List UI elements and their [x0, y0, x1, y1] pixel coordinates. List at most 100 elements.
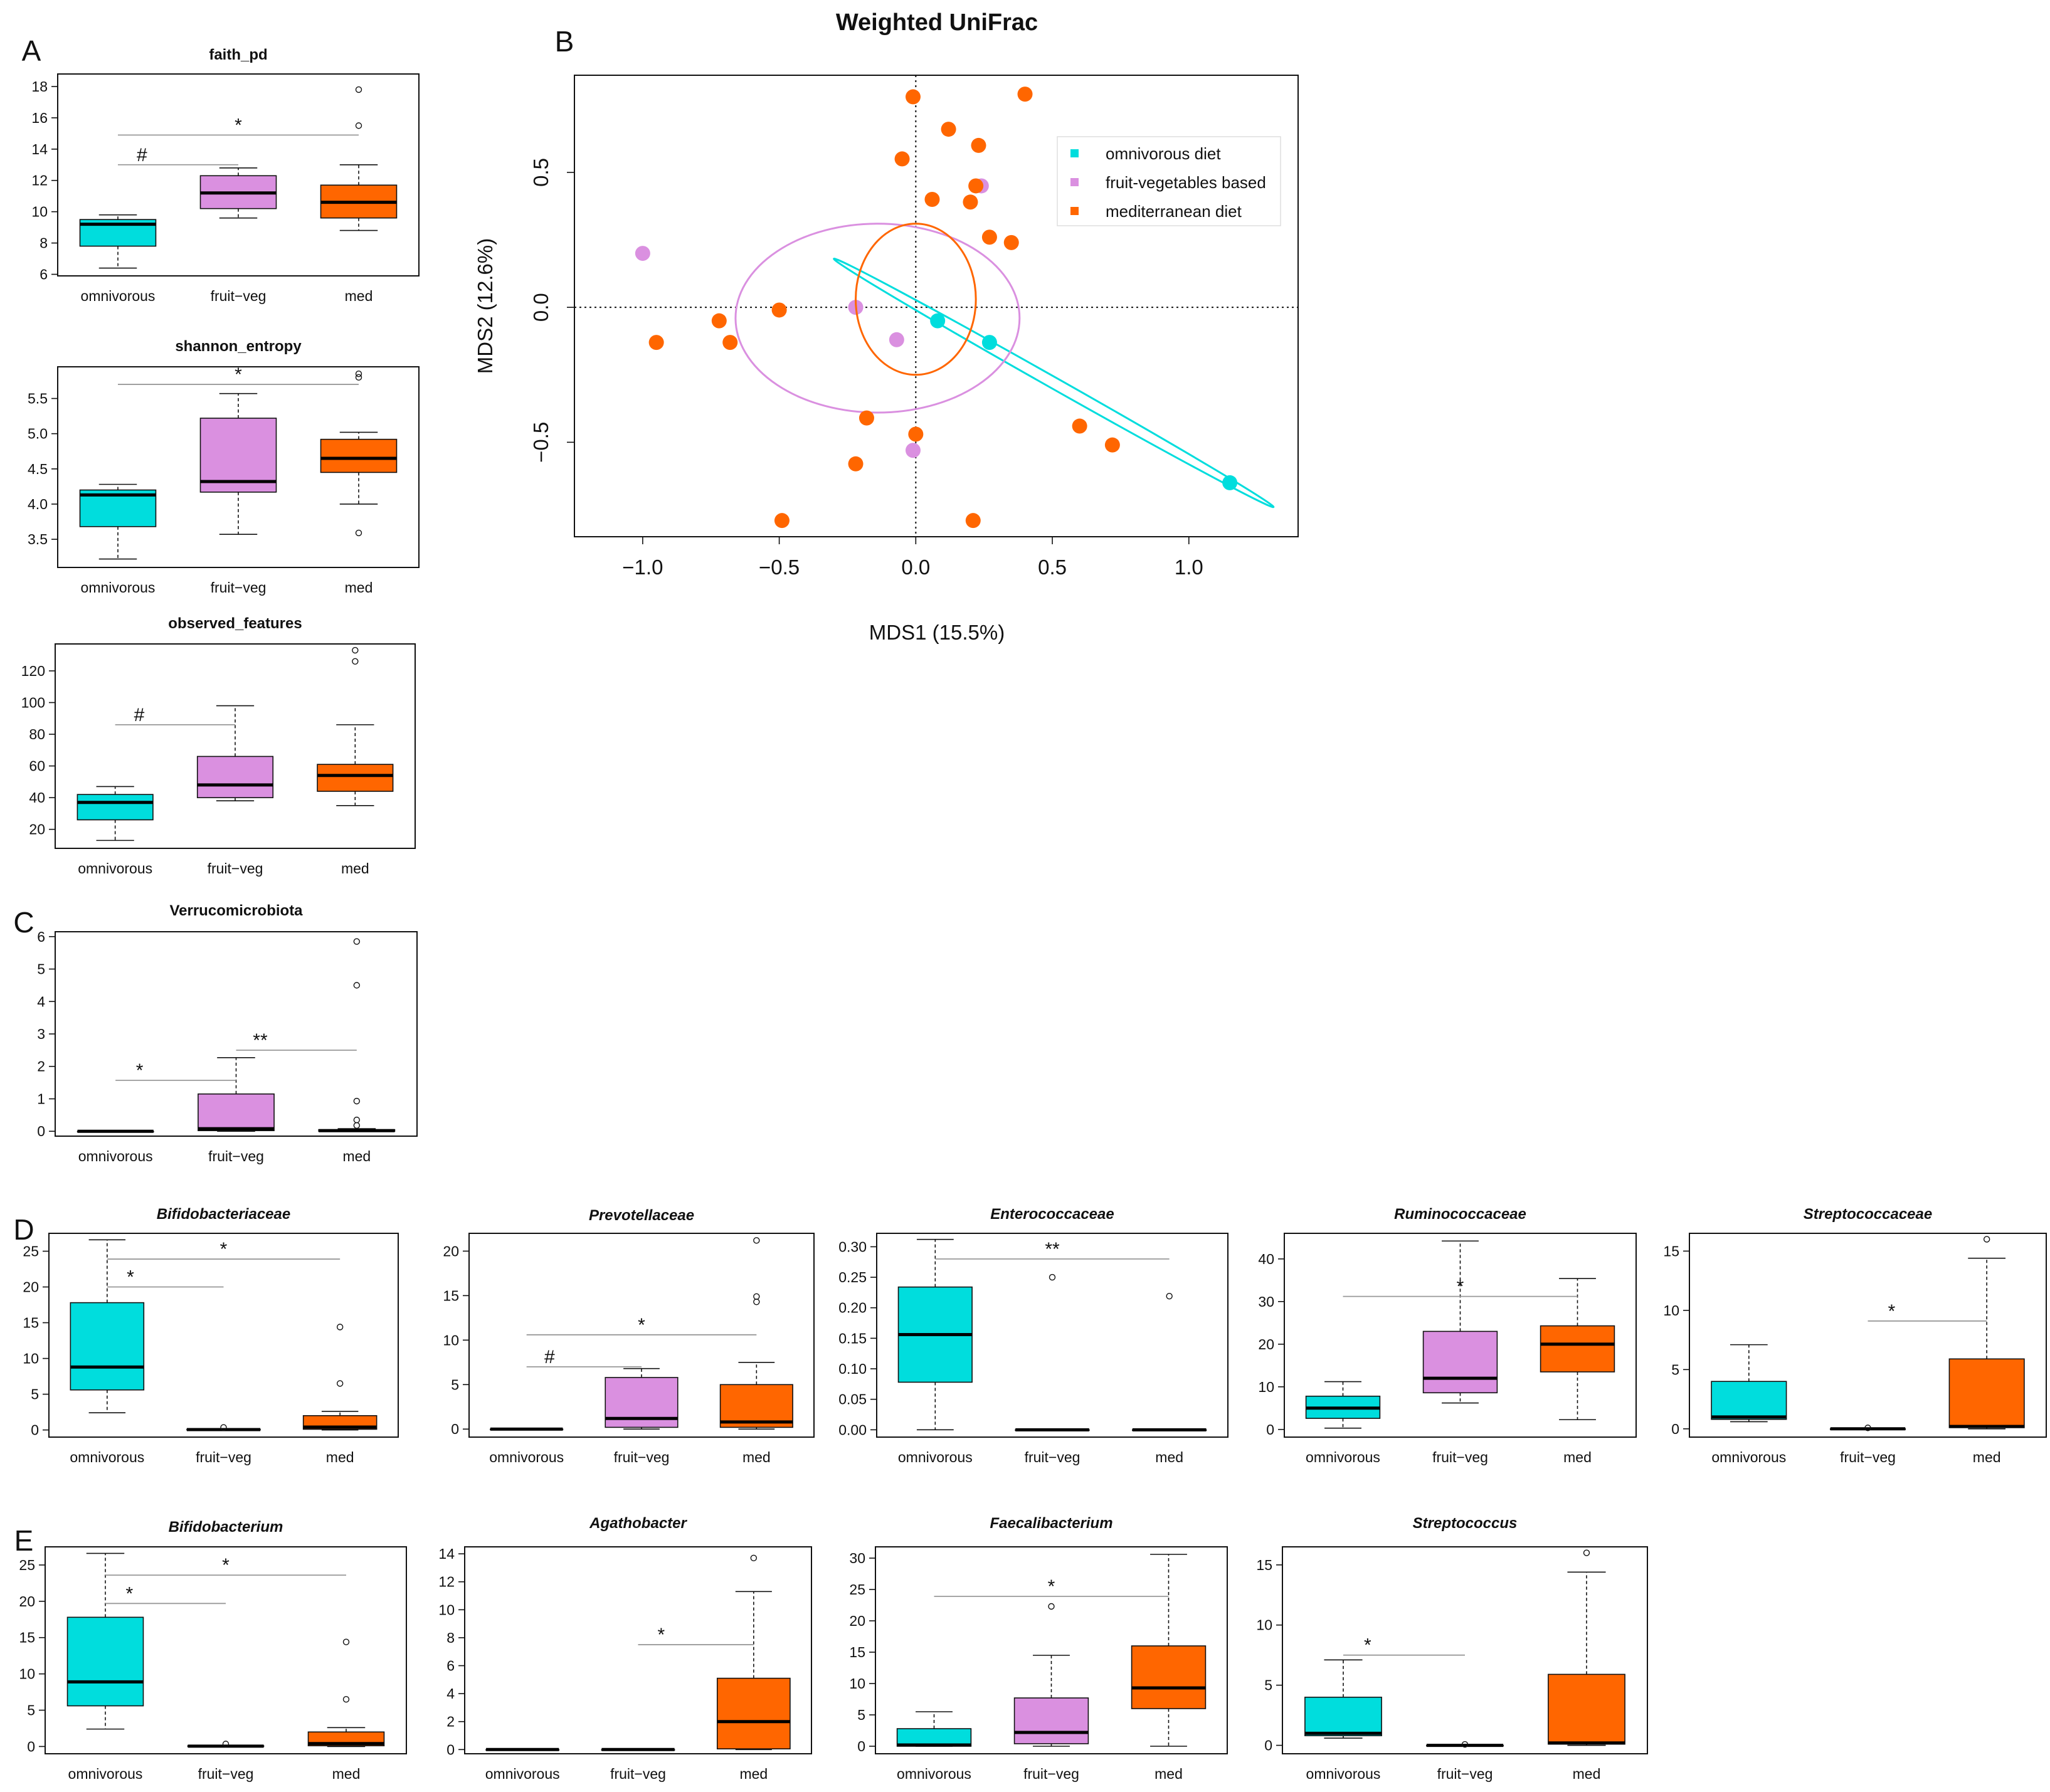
- x-tick-label: 1.0: [1175, 556, 1203, 579]
- outlier-point: [1983, 1236, 1990, 1243]
- outlier-point: [355, 529, 362, 537]
- boxplot-d3: Enterococcaceae 0.00 0.05 0.10 0.15 0.20 0.25 0…: [838, 1206, 1228, 1465]
- x-category-label: med: [326, 1449, 354, 1465]
- outlier-point: [353, 1116, 361, 1124]
- box-med: [1131, 1554, 1207, 1747]
- y-tick-label: 120: [21, 663, 45, 679]
- x-category-label: omnivorous: [68, 1766, 143, 1782]
- significance-marker: *: [222, 1555, 230, 1576]
- y-tick-label: −0.5: [529, 422, 552, 463]
- legend-label: omnivorous diet: [1106, 144, 1221, 163]
- significance-marker: **: [253, 1030, 268, 1051]
- data-point: [981, 335, 997, 350]
- box-iqr: [1948, 1358, 2025, 1428]
- y-tick-label: 4: [37, 993, 45, 1009]
- panel-label: E: [14, 1524, 34, 1557]
- box-iqr: [1540, 1325, 1615, 1373]
- significance-marker: *: [638, 1315, 645, 1336]
- box-omnivorous: [79, 483, 157, 560]
- y-tick-label: 20: [1258, 1336, 1274, 1352]
- outlier-point: [750, 1554, 758, 1562]
- box-omnivorous: [485, 1747, 560, 1751]
- box-omnivorous: [897, 1238, 973, 1431]
- box-iqr: [199, 418, 277, 493]
- x-category-label: omnivorous: [78, 860, 152, 877]
- box-med: [320, 86, 398, 231]
- y-tick-label: 0: [1266, 1421, 1274, 1438]
- data-point: [648, 335, 664, 350]
- y-tick-label: 15: [19, 1630, 35, 1646]
- data-point: [968, 178, 984, 194]
- outlier-point: [336, 1380, 344, 1387]
- y-tick-label: 80: [29, 726, 45, 742]
- outlier-point: [1049, 1273, 1056, 1281]
- y-tick-label: 30: [849, 1550, 865, 1566]
- x-category-label: med: [332, 1766, 361, 1782]
- significance-marker: *: [136, 1060, 144, 1081]
- box-iqr: [1711, 1381, 1787, 1420]
- box-iqr: [77, 794, 154, 821]
- box-med: [716, 1554, 791, 1751]
- outlier-point: [222, 1741, 230, 1747]
- outlier-point: [353, 1122, 361, 1129]
- box-omnivorous: [1304, 1659, 1382, 1739]
- outlier-point: [1166, 1293, 1173, 1300]
- y-tick-label: 10: [1663, 1302, 1679, 1319]
- significance-marker: #: [137, 145, 147, 166]
- outlier-point: [352, 658, 359, 665]
- y-tick-label: 5: [31, 1386, 39, 1403]
- y-tick-label: 30: [1258, 1294, 1274, 1310]
- plot-frame: [468, 1233, 815, 1438]
- chart-title: Weighted UniFrac: [836, 9, 1038, 36]
- y-tick-label: 6: [37, 929, 45, 945]
- significance-marker: *: [235, 364, 242, 385]
- x-category-label: omnivorous: [81, 579, 156, 596]
- box-omnivorous: [1305, 1381, 1381, 1429]
- y-tick-label: 20: [29, 821, 45, 838]
- box-iqr: [1422, 1331, 1498, 1394]
- y-tick-label: 0.5: [529, 158, 552, 187]
- box-fruit_veg: [601, 1747, 675, 1751]
- x-category-label: omnivorous: [1306, 1449, 1380, 1465]
- box-omnivorous: [490, 1427, 564, 1431]
- y-tick-label: 40: [1258, 1251, 1274, 1267]
- plot-frame: [1689, 1233, 2047, 1438]
- y-tick-label: 100: [21, 695, 45, 711]
- confidence-ellipse: [734, 223, 1021, 414]
- y-tick-label: 0.00: [838, 1421, 867, 1438]
- data-point: [930, 313, 946, 329]
- outlier-point: [753, 1293, 760, 1300]
- x-axis-label: MDS1 (15.5%): [869, 621, 1005, 644]
- box-iqr: [66, 1616, 144, 1707]
- legend-label: fruit-vegetables based: [1106, 173, 1266, 192]
- x-category-label: med: [1973, 1449, 2001, 1465]
- y-tick-label: 0.15: [838, 1330, 867, 1346]
- x-category-label: fruit−veg: [1025, 1449, 1080, 1465]
- y-tick-label: 10: [443, 1332, 459, 1348]
- box-med: [1540, 1278, 1615, 1420]
- legend-swatch: [1070, 149, 1079, 157]
- x-tick-label: −1.0: [622, 556, 663, 579]
- outlier-point: [355, 374, 362, 381]
- significance-marker: *: [1364, 1635, 1371, 1656]
- plot-frame: [876, 1233, 1228, 1438]
- boxplot-d5: Streptococcaceae 0 5 10 15 omnivorous fruit−ve…: [1663, 1206, 2047, 1465]
- y-tick-label: 15: [849, 1644, 865, 1660]
- x-category-label: fruit−veg: [1437, 1766, 1493, 1782]
- x-category-label: omnivorous: [485, 1766, 560, 1782]
- plot-frame: [1282, 1546, 1648, 1754]
- significance-marker: *: [127, 1267, 134, 1288]
- y-tick-label: 25: [19, 1557, 35, 1573]
- box-med: [719, 1237, 793, 1430]
- box-omnivorous: [66, 1552, 144, 1730]
- y-tick-label: 6: [446, 1658, 455, 1674]
- significance-marker: *: [220, 1239, 228, 1260]
- y-tick-label: 3: [37, 1026, 45, 1042]
- y-tick-label: 0: [1264, 1737, 1272, 1754]
- significance-marker: **: [1045, 1239, 1060, 1260]
- y-tick-label: 0.25: [838, 1269, 867, 1285]
- y-tick-label: 5: [451, 1376, 459, 1393]
- y-tick-label: 5: [27, 1702, 35, 1719]
- x-category-label: omnivorous: [898, 1449, 973, 1465]
